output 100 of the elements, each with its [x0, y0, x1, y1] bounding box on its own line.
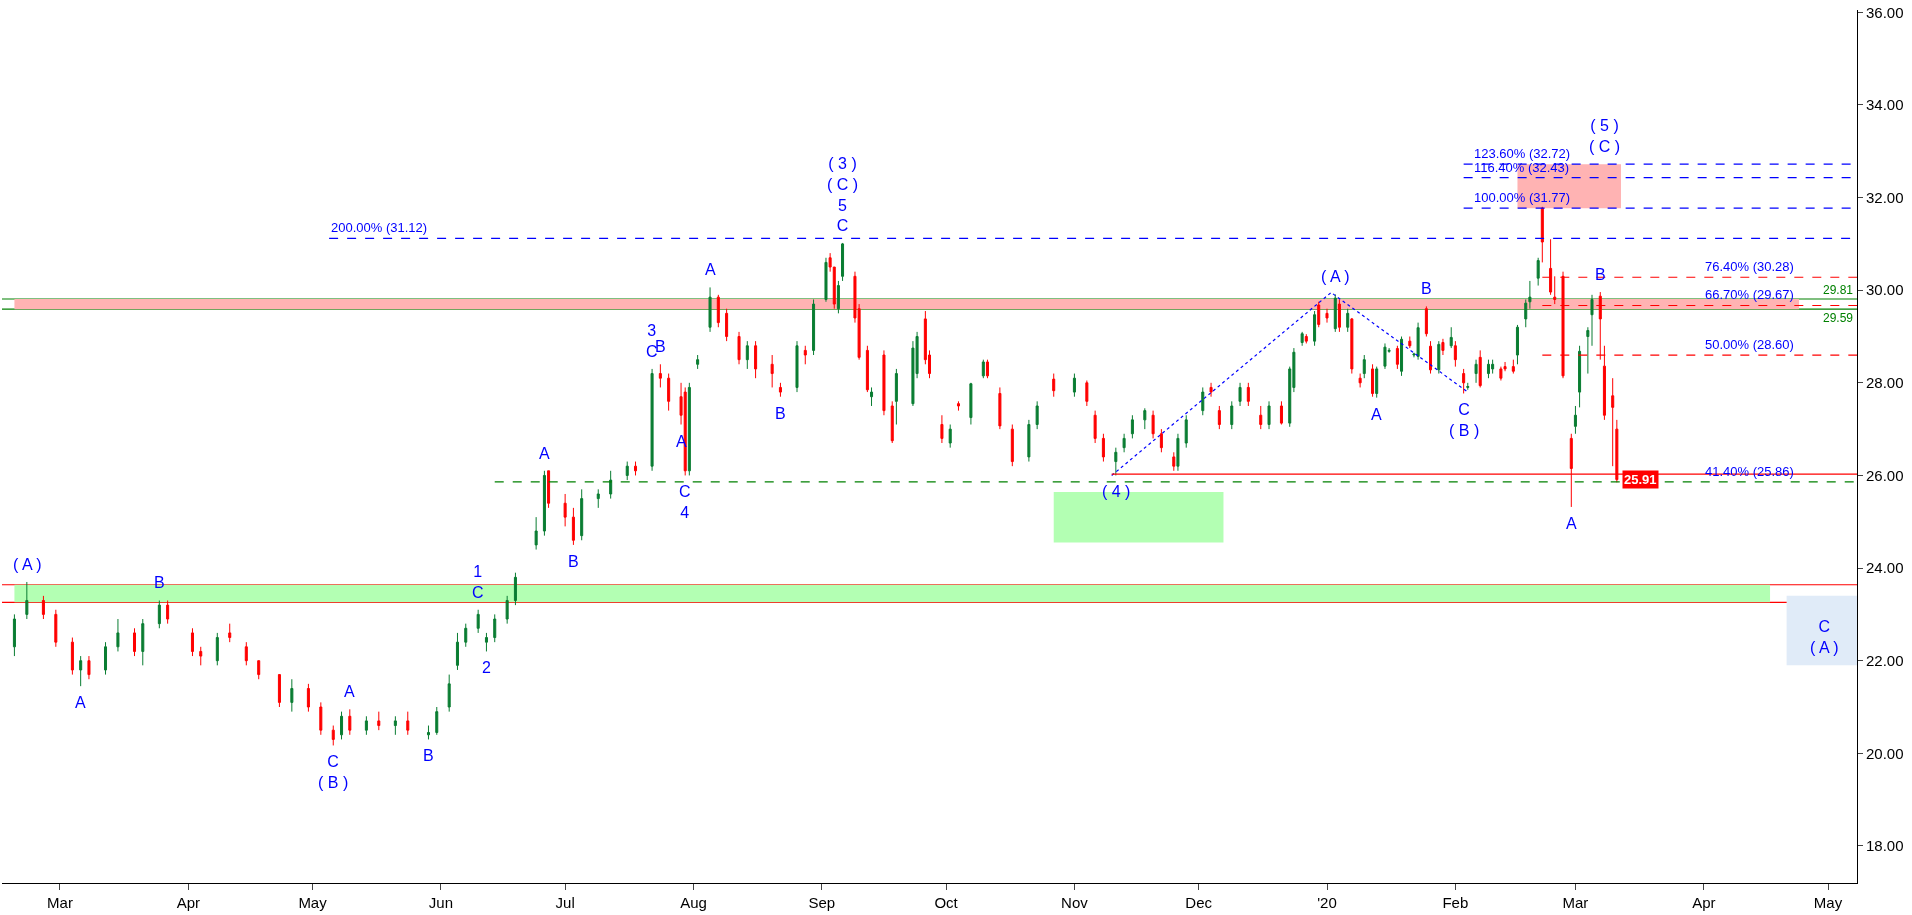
annotation: 66.70% (29.67) — [1705, 287, 1794, 302]
annotation: ( A ) — [1321, 268, 1350, 285]
candlestick — [406, 711, 410, 736]
annotation: ( 4 ) — [1102, 483, 1131, 500]
x-tick-label: Mar — [47, 894, 73, 911]
candlestick — [1300, 331, 1304, 347]
candlestick — [1416, 322, 1420, 361]
candlestick — [770, 354, 774, 388]
annotation: 116.40% (32.43) — [1474, 160, 1570, 175]
y-tick-label: 20.00 — [1866, 744, 1904, 762]
annotation: 76.40% (30.28) — [1705, 259, 1794, 274]
candlestick — [1449, 326, 1453, 349]
candlestick — [455, 632, 459, 671]
candlestick — [658, 363, 662, 388]
candlestick — [1313, 310, 1317, 347]
candlestick — [1375, 366, 1379, 399]
annotation: ( 3 ) ( C ) 5 C — [827, 155, 859, 235]
annotation: A — [1566, 515, 1577, 532]
candlestick — [244, 641, 248, 666]
candlestick — [1130, 414, 1134, 439]
y-tick-label: 22.00 — [1866, 651, 1904, 669]
x-tick-label: Nov — [1061, 894, 1089, 911]
candlestick — [25, 581, 29, 620]
candlestick — [157, 599, 161, 629]
x-tick-label: Apr — [1692, 894, 1716, 911]
candlestick — [1573, 405, 1577, 435]
candlestick — [87, 655, 91, 680]
annotation: B — [1421, 280, 1432, 297]
annotation: 1 C — [472, 563, 484, 601]
candlestick — [625, 461, 629, 481]
x-tick-label: Aug — [680, 894, 707, 911]
annotation: 50.00% (28.60) — [1705, 337, 1794, 352]
candlestick — [580, 488, 584, 541]
candlestick — [687, 382, 691, 476]
annotation: ( 5 ) ( C ) — [1589, 117, 1621, 155]
candlestick — [306, 683, 310, 713]
candlestick — [1462, 368, 1466, 394]
y-tick-label: 18.00 — [1866, 837, 1904, 855]
annotation: 100.00% (31.77) — [1474, 190, 1571, 205]
candlestick — [54, 609, 58, 648]
candlestick — [1072, 373, 1076, 398]
x-tick-label: Mar — [1562, 894, 1589, 911]
candlestick — [1267, 400, 1271, 430]
candlestick — [609, 470, 613, 500]
annotation: 2 — [482, 659, 491, 676]
candlestick — [1337, 298, 1341, 333]
annotation: 200.00% (31.12) — [331, 220, 428, 235]
candlestick — [426, 725, 430, 740]
y-tick-label: 26.00 — [1866, 466, 1904, 484]
annotation: C ( A ) — [1810, 618, 1839, 656]
candlestick — [1101, 433, 1105, 463]
candlestick — [1371, 363, 1375, 398]
candlestick — [803, 345, 807, 365]
candlestick — [290, 678, 294, 713]
annotation: 25.91 — [1624, 472, 1657, 487]
candlestick — [1346, 308, 1350, 333]
annotation: A — [539, 445, 550, 462]
candlestick — [277, 674, 281, 708]
candlestick — [1453, 340, 1457, 368]
candlestick — [956, 400, 960, 412]
candlestick — [141, 618, 145, 666]
candlestick — [505, 595, 509, 625]
candlestick — [1540, 206, 1544, 263]
annotation: B — [568, 553, 579, 570]
candlestick — [1358, 373, 1362, 388]
y-tick-label: 32.00 — [1866, 188, 1904, 206]
y-tick-label: 30.00 — [1866, 281, 1904, 299]
y-tick-label: 28.00 — [1866, 374, 1904, 392]
candlestick — [199, 646, 203, 666]
x-tick-label: May — [1813, 894, 1843, 911]
candlestick — [12, 613, 16, 657]
candlestick — [667, 373, 671, 412]
candlestick — [708, 286, 712, 333]
candlestick — [348, 708, 352, 736]
annotation: C ( B ) — [1449, 401, 1480, 439]
candlestick — [1424, 305, 1428, 338]
candlestick — [1611, 377, 1615, 467]
candlestick — [1499, 366, 1503, 381]
candlestick — [447, 674, 451, 713]
candlestick — [547, 470, 551, 509]
candlestick — [778, 382, 782, 398]
ref-line-label: 29.59 — [1823, 311, 1854, 325]
candlestick — [737, 331, 741, 365]
candlestick — [1474, 359, 1478, 384]
candlestick — [464, 623, 468, 648]
candlestick — [1491, 359, 1495, 375]
candlestick — [1486, 359, 1490, 379]
candlestick — [870, 386, 874, 407]
candlestick — [1114, 447, 1118, 476]
candlestick — [1578, 345, 1582, 408]
x-tick-label: Jun — [428, 894, 453, 911]
annotation: ( A ) — [13, 556, 42, 573]
candlestick — [571, 507, 575, 546]
candlestick — [104, 641, 108, 676]
candlestick — [190, 627, 194, 657]
annotation: A — [75, 694, 86, 711]
candlestick — [1524, 298, 1528, 328]
candlestick — [215, 632, 219, 666]
candlestick — [1536, 257, 1540, 287]
candlestick — [1395, 345, 1399, 370]
